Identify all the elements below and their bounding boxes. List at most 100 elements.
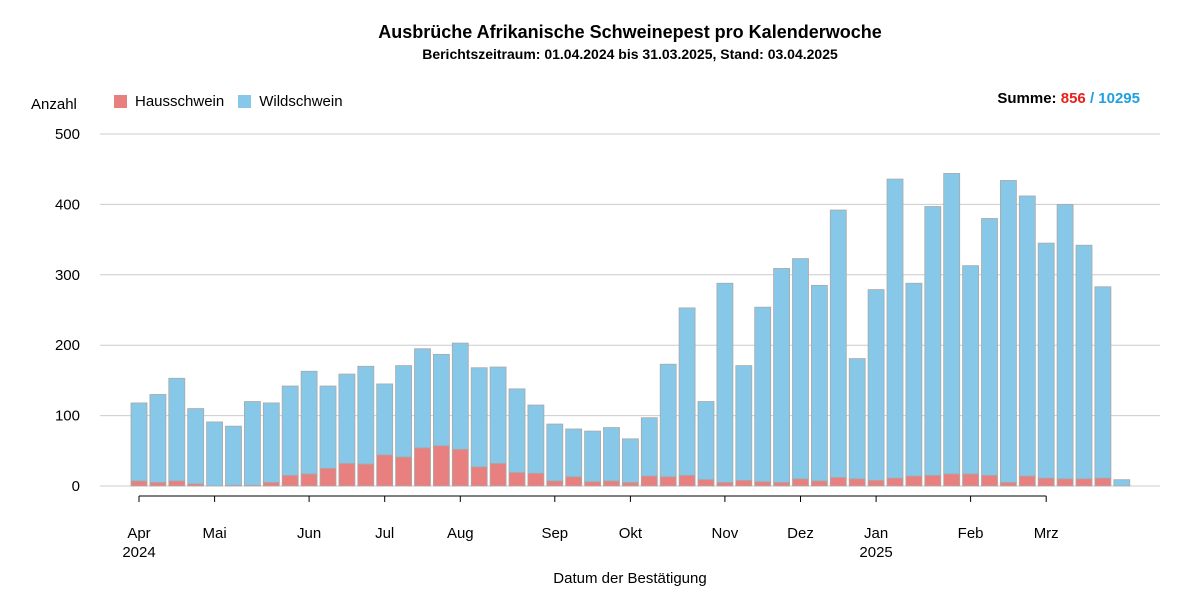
bar-wildschwein (754, 306, 772, 483)
bar-hausschwein (149, 482, 167, 487)
bar-hausschwein (829, 477, 847, 487)
x-tick-label-Sep: Sep (541, 525, 568, 542)
bar-hausschwein (243, 484, 261, 487)
bar-wildschwein (1094, 286, 1112, 479)
bar-wildschwein (262, 402, 280, 483)
y-tick-label-400: 400 (55, 196, 80, 213)
x-axis-label: Datum der Bestätigung (553, 570, 707, 587)
bar-wildschwein (735, 365, 753, 481)
x-tick-label-Nov: Nov (712, 525, 739, 542)
bar-wildschwein (376, 383, 394, 456)
bar-wildschwein (792, 258, 809, 480)
bar-hausschwein (603, 480, 620, 487)
bar-hausschwein (905, 475, 923, 487)
x-tick-label-Mrz: Mrz (1034, 525, 1059, 542)
bar-wildschwein (527, 404, 545, 474)
x-tick-label-Aug: Aug (447, 525, 474, 542)
bar-hausschwein (470, 466, 488, 487)
x-tick-label-Jun: Jun (297, 525, 321, 542)
bar-hausschwein (659, 476, 677, 487)
y-tick-label-500: 500 (55, 126, 80, 143)
bar-wildschwein (414, 348, 431, 449)
bar-hausschwein (281, 475, 299, 487)
bar-hausschwein (168, 480, 186, 487)
bar-hausschwein (262, 482, 280, 487)
bar-wildschwein (395, 365, 413, 458)
bar-hausschwein (754, 481, 772, 487)
legend-label-wildschwein: Wildschwein (259, 93, 343, 110)
y-tick-label-300: 300 (55, 267, 80, 284)
bar-wildschwein (451, 342, 469, 450)
bar-wildschwein (206, 421, 224, 487)
bar-wildschwein (829, 209, 847, 478)
sum-hausschwein: 856 (1060, 90, 1086, 107)
sum-label: Summe: (997, 90, 1057, 107)
bar-hausschwein (848, 478, 866, 487)
bar-wildschwein (281, 385, 299, 476)
bar-wildschwein (319, 385, 337, 469)
bar-hausschwein (451, 448, 469, 487)
bar-hausschwein (924, 475, 942, 487)
bar-wildschwein (981, 218, 998, 476)
bar-hausschwein (527, 472, 545, 487)
bar-wildschwein (848, 358, 866, 480)
bar-hausschwein (716, 482, 734, 487)
x-tick-label-Mai: Mai (203, 525, 227, 542)
x-tick-label-Okt: Okt (619, 525, 643, 542)
legend: Hausschwein Wildschwein (114, 93, 357, 110)
x-tick-year-2024: 2024 (122, 544, 155, 561)
bar-wildschwein (225, 425, 242, 486)
bar-wildschwein (659, 363, 677, 478)
bar-hausschwein (432, 445, 450, 487)
bar-hausschwein (489, 463, 507, 487)
bar-wildschwein (716, 282, 734, 483)
bar-wildschwein (130, 402, 148, 482)
chart-subtitle: Berichtszeitraum: 01.04.2024 bis 31.03.2… (422, 46, 838, 62)
bar-hausschwein (678, 475, 696, 487)
bar-hausschwein (1037, 477, 1055, 487)
bar-wildschwein (697, 401, 715, 481)
bar-hausschwein (300, 473, 318, 487)
bar-hausschwein (943, 473, 961, 487)
bar-hausschwein (1018, 475, 1036, 487)
y-tick-label-100: 100 (55, 408, 80, 425)
bar-hausschwein (508, 472, 526, 487)
bar-wildschwein (867, 289, 885, 481)
bar-wildschwein (1113, 479, 1131, 487)
x-tick-label-Dez: Dez (787, 525, 814, 542)
bar-wildschwein (1000, 180, 1017, 483)
bar-wildschwein (187, 408, 205, 485)
bar-hausschwein (1000, 482, 1017, 487)
bar-hausschwein (357, 463, 375, 487)
bar-hausschwein (1075, 478, 1093, 487)
bar-hausschwein (187, 483, 205, 487)
bar-wildschwein (905, 282, 923, 477)
bar-wildschwein (943, 173, 961, 475)
y-axis-label: Anzahl (31, 96, 77, 113)
bar-wildschwein (773, 268, 790, 483)
bar-hausschwein (565, 476, 583, 487)
bar-wildschwein (1018, 195, 1036, 477)
bar-hausschwein (697, 479, 715, 487)
y-tick-label-200: 200 (55, 337, 80, 354)
bar-wildschwein (811, 284, 828, 482)
bar-wildschwein (149, 394, 167, 483)
bar-wildschwein (432, 353, 450, 447)
bar-hausschwein (1056, 478, 1074, 487)
bar-wildschwein (924, 206, 942, 476)
x-tick-label-Jul: Jul (375, 525, 394, 542)
bar-hausschwein (546, 480, 564, 487)
legend-swatch-wildschwein (238, 95, 252, 108)
bar-wildschwein (508, 388, 526, 474)
bar-wildschwein (678, 307, 696, 476)
bar-hausschwein (338, 463, 356, 487)
y-tick-label-0: 0 (72, 478, 80, 495)
legend-label-hausschwein: Hausschwein (135, 93, 225, 110)
sum-total: Summe: 856 / 10295 (997, 90, 1140, 107)
bar-wildschwein (168, 377, 186, 482)
bar-hausschwein (319, 467, 337, 487)
bar-hausschwein (584, 481, 601, 487)
bar-hausschwein (376, 454, 394, 487)
legend-swatch-hausschwein (114, 95, 127, 108)
bar-wildschwein (565, 428, 583, 478)
